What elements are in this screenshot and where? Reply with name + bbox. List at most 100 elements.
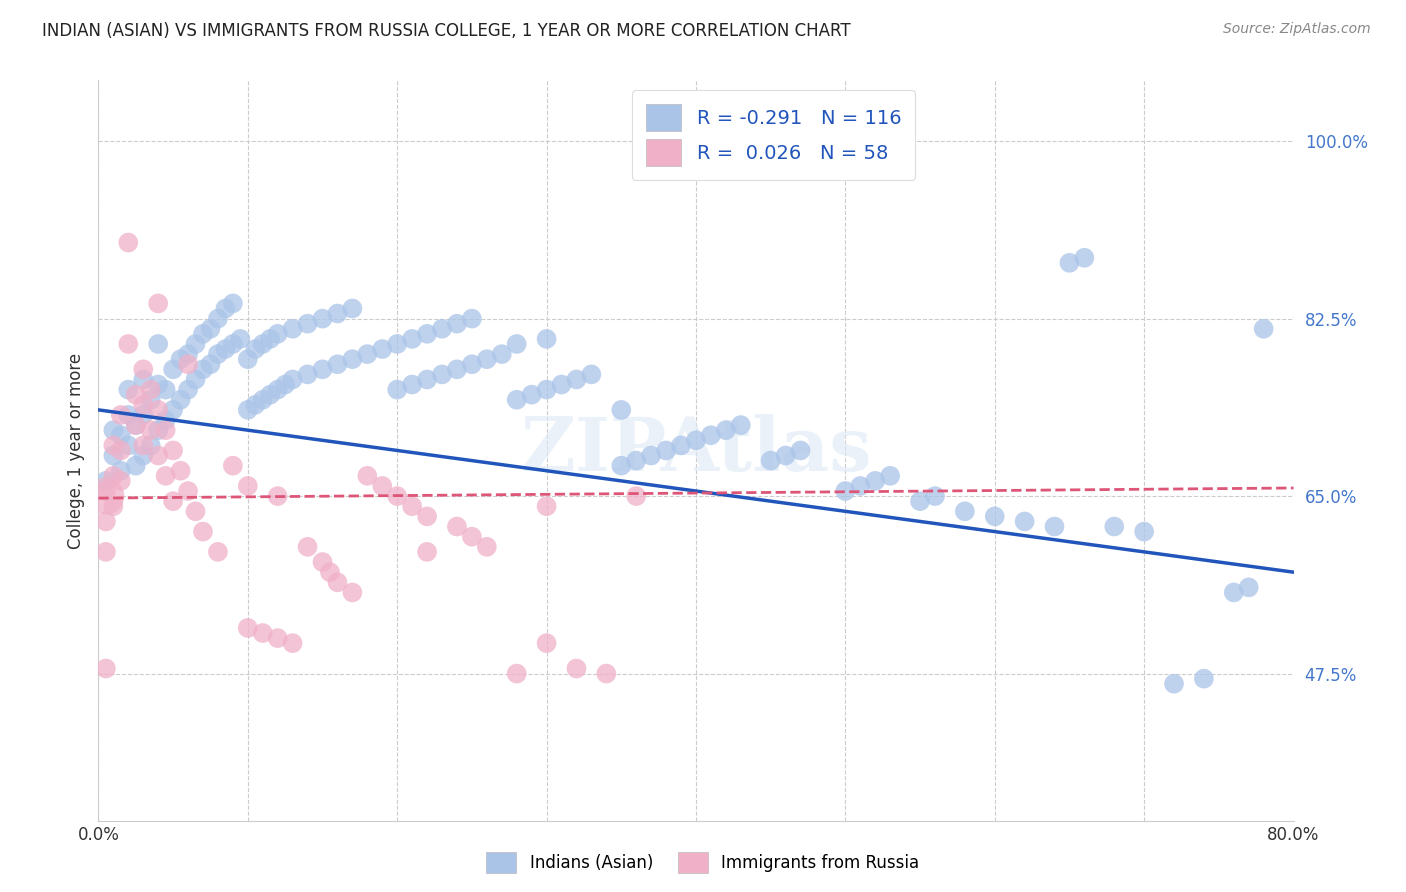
Point: [401, 332, 423, 346]
Point: [222, 337, 245, 351]
Point: [446, 519, 468, 533]
Point: [267, 383, 290, 397]
Point: [94, 515, 117, 529]
Point: [416, 326, 439, 341]
Point: [297, 368, 319, 382]
Point: [162, 362, 184, 376]
Point: [401, 377, 423, 392]
Point: [139, 392, 162, 407]
Point: [177, 357, 200, 371]
Point: [207, 311, 229, 326]
Point: [117, 235, 139, 250]
Point: [132, 449, 155, 463]
Point: [924, 489, 946, 503]
Point: [626, 489, 648, 503]
Point: [274, 377, 297, 392]
Point: [565, 372, 588, 386]
Point: [319, 565, 342, 579]
Point: [595, 666, 617, 681]
Point: [385, 489, 409, 503]
Point: [446, 362, 468, 376]
Point: [236, 621, 259, 635]
Point: [236, 352, 259, 367]
Point: [953, 504, 976, 518]
Point: [200, 322, 222, 336]
Point: [94, 489, 117, 503]
Point: [581, 368, 603, 382]
Legend: R = -0.291   N = 116, R =  0.026   N = 58: R = -0.291 N = 116, R = 0.026 N = 58: [633, 90, 915, 180]
Point: [536, 500, 558, 514]
Point: [297, 317, 319, 331]
Point: [297, 540, 319, 554]
Point: [1237, 580, 1260, 594]
Point: [110, 408, 132, 422]
Point: [117, 438, 139, 452]
Point: [148, 296, 170, 310]
Point: [430, 322, 453, 336]
Point: [245, 398, 267, 412]
Point: [461, 530, 484, 544]
Point: [207, 545, 229, 559]
Point: [565, 661, 588, 675]
Point: [169, 352, 191, 367]
Y-axis label: College, 1 year or more: College, 1 year or more: [66, 352, 84, 549]
Point: [1253, 322, 1275, 336]
Point: [191, 326, 214, 341]
Point: [245, 342, 267, 356]
Point: [267, 631, 290, 645]
Point: [132, 438, 155, 452]
Point: [132, 362, 155, 376]
Point: [103, 423, 125, 437]
Point: [536, 383, 558, 397]
Point: [311, 362, 333, 376]
Point: [416, 545, 439, 559]
Point: [125, 458, 148, 473]
Point: [1223, 585, 1246, 599]
Point: [520, 387, 543, 401]
Point: [416, 509, 439, 524]
Point: [326, 575, 349, 590]
Point: [148, 337, 170, 351]
Point: [849, 479, 872, 493]
Point: [655, 443, 678, 458]
Point: [222, 458, 245, 473]
Point: [177, 483, 200, 498]
Point: [139, 423, 162, 437]
Point: [640, 449, 662, 463]
Point: [259, 387, 281, 401]
Point: [610, 458, 633, 473]
Point: [401, 500, 423, 514]
Point: [207, 347, 229, 361]
Point: [342, 352, 364, 367]
Point: [103, 449, 125, 463]
Point: [475, 540, 498, 554]
Point: [908, 494, 931, 508]
Point: [506, 337, 529, 351]
Point: [759, 453, 782, 467]
Point: [371, 342, 394, 356]
Point: [162, 403, 184, 417]
Point: [1014, 515, 1036, 529]
Point: [94, 545, 117, 559]
Point: [214, 342, 236, 356]
Point: [371, 479, 394, 493]
Point: [117, 337, 139, 351]
Point: [326, 357, 349, 371]
Point: [506, 392, 529, 407]
Point: [730, 418, 752, 433]
Point: [865, 474, 887, 488]
Point: [155, 413, 177, 427]
Point: [252, 337, 274, 351]
Point: [162, 443, 184, 458]
Point: [311, 311, 333, 326]
Point: [252, 392, 274, 407]
Point: [446, 317, 468, 331]
Point: [132, 408, 155, 422]
Point: [169, 392, 191, 407]
Point: [222, 296, 245, 310]
Point: [342, 585, 364, 599]
Point: [94, 474, 117, 488]
Point: [110, 428, 132, 442]
Point: [117, 383, 139, 397]
Point: [385, 383, 409, 397]
